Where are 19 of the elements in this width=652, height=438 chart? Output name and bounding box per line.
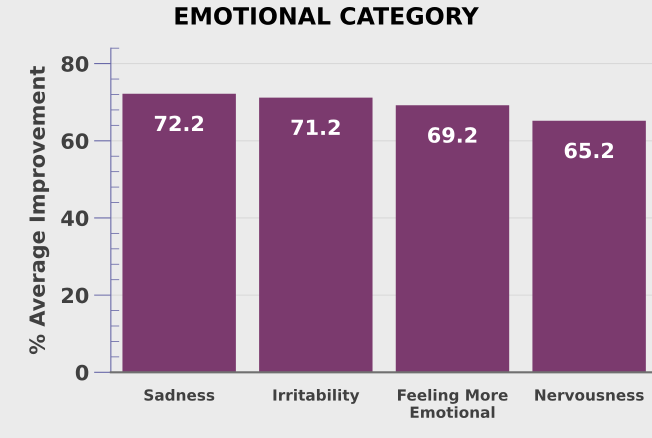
- y-tick-label: 0: [76, 364, 88, 381]
- data-label: 71.2: [292, 119, 340, 135]
- y-tick-label: 20: [62, 288, 88, 304]
- bar: [259, 98, 373, 372]
- data-label: 72.2: [154, 116, 204, 132]
- y-tick-label: 80: [62, 56, 88, 72]
- data-label: 69.2: [428, 127, 476, 143]
- y-tick-label: 40: [61, 210, 88, 226]
- chart-title: EMOTIONAL CATEGORY: [175, 6, 479, 25]
- y-axis-title: % Average Improvement: [29, 66, 50, 354]
- x-tick-label: Feeling More Emotional: [398, 388, 508, 418]
- x-tick-label: Irritability: [273, 388, 360, 404]
- bar: [396, 105, 510, 372]
- x-tick-label: Nervousness: [535, 389, 644, 401]
- bar: [122, 94, 236, 372]
- bar: [532, 120, 646, 372]
- data-label: 65.2: [564, 142, 614, 158]
- x-tick-label: Sadness: [144, 388, 214, 401]
- y-tick-label: 60: [62, 133, 88, 149]
